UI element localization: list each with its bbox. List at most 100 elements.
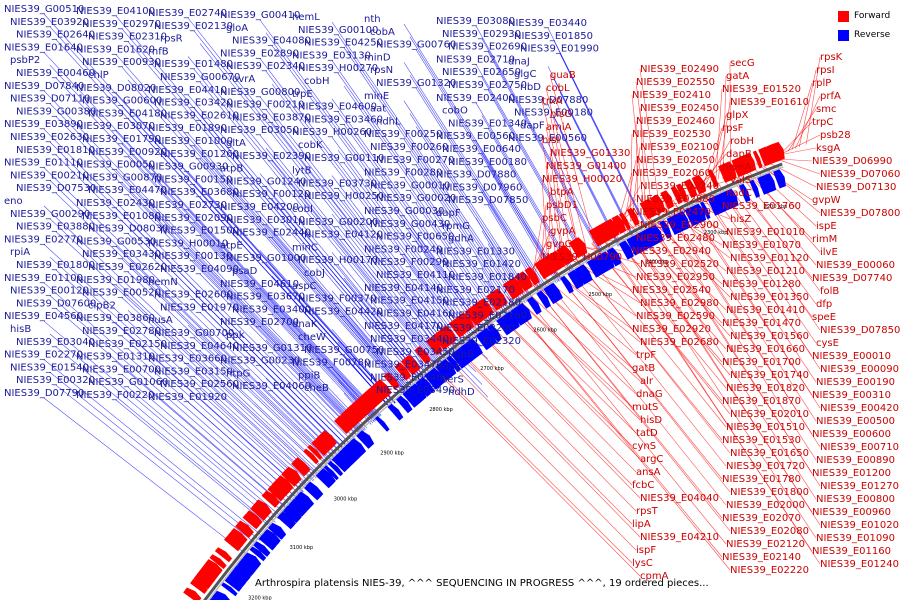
forward-gene-label: gatA <box>726 71 749 82</box>
forward-gene-label: dapB <box>726 149 752 160</box>
reverse-gene-label: NIES39_E00210 <box>10 170 89 181</box>
reverse-gene-arrow <box>478 330 495 349</box>
reverse-gene-arrow <box>692 203 707 223</box>
forward-connector-line <box>549 74 594 243</box>
forward-gene-label: NIES39_E01660 <box>726 344 805 355</box>
reverse-gene-label: NIES39_E02560 <box>160 379 239 390</box>
reverse-connector-line <box>193 376 312 484</box>
forward-connector-line <box>690 191 817 383</box>
forward-gene-label: hisZ <box>730 214 751 225</box>
forward-gene-label: NIES39_E02120 <box>726 539 805 550</box>
forward-gene-label: NIES39_E02460 <box>636 116 715 127</box>
forward-connector-line <box>469 322 641 499</box>
forward-gene-label: NIES39_E01470 <box>722 318 801 329</box>
forward-gene-label: ksgA <box>816 143 840 154</box>
reverse-gene-label: NIES39_G00530 <box>76 236 156 247</box>
forward-connector-line <box>643 214 723 285</box>
forward-gene-label: NIES39_E02520 <box>640 259 719 270</box>
forward-gene-arrow <box>544 253 561 274</box>
reverse-gene-label: uvrA <box>232 74 255 85</box>
forward-gene-label: NIES39_E00500 <box>816 416 895 427</box>
reverse-connector-line <box>199 350 326 470</box>
reverse-gene-label: NIES39_E02180 <box>442 298 521 309</box>
reverse-gene-label: rpmG <box>442 221 470 232</box>
forward-connector-line <box>795 95 821 149</box>
forward-connector-line <box>682 195 821 409</box>
forward-gene-label: NIES39_E01120 <box>730 253 809 264</box>
forward-connector-line <box>572 254 731 454</box>
forward-gene-arrow <box>479 298 494 316</box>
forward-connector-line <box>458 330 637 512</box>
forward-gene-label: NIES39_G01400 <box>546 161 626 172</box>
reverse-connector-line <box>127 79 406 395</box>
forward-connector-line <box>592 242 731 415</box>
reverse-gene-label: NIES39_F00220 <box>76 390 154 401</box>
reverse-gene-arrow <box>339 448 356 465</box>
reverse-gene-arrow <box>749 179 760 198</box>
reverse-gene-label: NIES39_E01990 <box>520 44 599 55</box>
reverse-gene-label: NIES39_D07880 <box>436 170 516 181</box>
reverse-gene-label: psbP2 <box>10 55 40 66</box>
forward-connector-line <box>435 348 637 551</box>
reverse-gene-label: NIES39_G00290 <box>10 209 90 220</box>
reverse-gene-label: NIES39_E03680 <box>160 187 239 198</box>
reverse-gene-arrow <box>765 173 777 192</box>
reverse-gene-label: NIES39_D07790 <box>4 388 84 399</box>
reverse-gene-label: dapF <box>520 120 545 131</box>
reverse-connector-line <box>43 397 248 556</box>
reverse-gene-label: hemL <box>292 12 320 23</box>
reverse-connector-line <box>115 207 351 445</box>
reverse-gene-arrow <box>308 481 324 497</box>
reverse-gene-arrow <box>459 345 475 362</box>
reverse-gene-label: NIES39_E03440 <box>508 18 587 29</box>
reverse-gene-label: NIES39_F00210 <box>226 100 304 111</box>
forward-connector-line <box>645 213 821 487</box>
reverse-gene-arrow <box>649 224 664 244</box>
forward-gene-arrow <box>224 536 241 552</box>
reverse-gene-label: NIES39_F00150 <box>154 174 232 185</box>
reverse-connector-line <box>43 205 325 471</box>
reverse-gene-arrow <box>487 324 502 342</box>
forward-connector-line <box>506 296 723 558</box>
forward-gene-label: NIES39_E00420 <box>820 403 899 414</box>
forward-gene-label: NIES39_E01650 <box>730 448 809 459</box>
forward-gene-label: NIES39_E01350 <box>730 292 809 303</box>
reverse-connector-line <box>193 69 438 368</box>
forward-gene-label: cysE <box>816 338 839 349</box>
forward-connector-line <box>541 178 549 270</box>
reverse-gene-label: ppiB <box>298 370 320 381</box>
forward-gene-label: NIES39_E01800 <box>730 487 809 498</box>
forward-gene-arrow <box>396 362 412 379</box>
forward-gene-label: NIES39_E01270 <box>820 481 899 492</box>
forward-gene-arrow <box>548 252 562 270</box>
forward-gene-label: NIES39_E04040 <box>640 493 719 504</box>
forward-gene-arrow <box>311 439 328 456</box>
reverse-connector-line <box>475 102 575 272</box>
reverse-gene-label: NIES39_E03400 <box>232 304 311 315</box>
forward-gene-label: cobL <box>546 83 570 94</box>
reverse-connector-line <box>187 56 441 366</box>
scale-tick-label: 2800 kbp <box>429 407 453 413</box>
reverse-gene-label: ribD <box>520 82 541 93</box>
forward-gene-label: NIES39_E01160 <box>812 546 891 557</box>
forward-gene-arrow <box>405 354 421 372</box>
reverse-gene-arrow <box>398 395 413 412</box>
forward-gene-label: btpA <box>550 187 574 198</box>
reverse-gene-arrow <box>659 220 672 239</box>
forward-gene-arrow <box>558 245 575 265</box>
reverse-gene-label: NIES39_G00020 <box>376 193 456 204</box>
scale-tick-label: 2200 kbp <box>764 204 788 210</box>
reverse-gene-label: NIES39_D07530 <box>16 183 96 194</box>
backbone-shadow <box>207 166 784 600</box>
reverse-gene-label: NIES39_D07960 <box>442 182 522 193</box>
reverse-gene-label: dnaK <box>292 319 318 330</box>
forward-connector-line <box>518 288 727 545</box>
reverse-gene-label: NIES39_E02400 <box>436 93 515 104</box>
forward-gene-label: rpsK <box>820 52 843 63</box>
reverse-gene-label: NIES39_E03430 <box>82 249 161 260</box>
forward-gene-arrow <box>603 218 620 239</box>
forward-gene-label: speE <box>812 312 836 323</box>
forward-gene-label: rimM <box>812 234 837 245</box>
forward-gene-label: NIES39_E01090 <box>816 533 895 544</box>
reverse-gene-label: gdhA <box>448 234 474 245</box>
